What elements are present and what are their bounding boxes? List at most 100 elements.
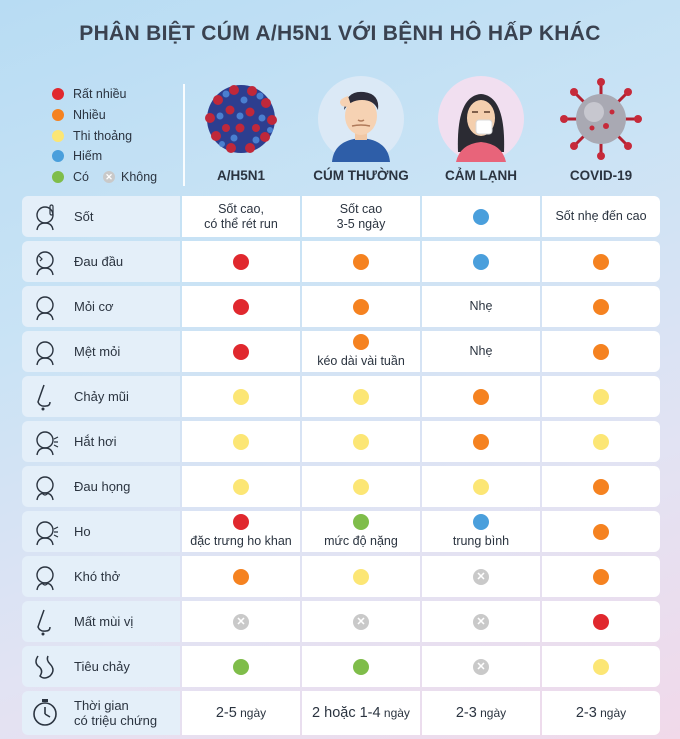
stopwatch-icon — [30, 698, 60, 728]
table-cell — [422, 376, 540, 417]
table-cell: 2-3 ngày — [542, 691, 660, 735]
duration-value: 2-3 ngày — [455, 704, 507, 721]
table-cell — [542, 646, 660, 687]
red-dot-icon — [233, 343, 249, 360]
row-label: Đau đầu — [22, 241, 180, 282]
column-label: A/H5N1 — [216, 168, 265, 183]
cell-text: 3-5 ngày — [336, 216, 386, 231]
legend-label: Không — [120, 170, 158, 185]
row-label-text: Mỏi cơ — [74, 299, 114, 314]
table-cell — [542, 376, 660, 417]
row-label-text: Chảy mũi — [74, 389, 129, 404]
yellow-dot-icon — [52, 129, 64, 142]
table-cell — [302, 646, 420, 687]
yellow-dot-icon — [593, 433, 609, 450]
yellow-dot-icon — [473, 478, 489, 495]
table-cell: đặc trưng ho khan — [182, 511, 300, 552]
table-cell — [422, 421, 540, 462]
x-circle-icon: ✕ — [353, 613, 369, 630]
orange-dot-icon — [593, 343, 609, 360]
row-label-text: Đau họng — [74, 479, 130, 494]
cell-text: có thể rét run — [204, 216, 278, 231]
table-cell — [182, 556, 300, 597]
legend-item-blue: Hiếm — [52, 146, 157, 167]
table-cell: ✕ — [302, 601, 420, 642]
red-dot-icon — [233, 514, 249, 530]
blue-dot-icon — [473, 514, 489, 530]
row-label: Ho — [22, 511, 180, 552]
duration-unit: ngày — [236, 705, 267, 720]
table-cell — [302, 376, 420, 417]
table-cell — [542, 421, 660, 462]
table-cell — [182, 331, 300, 372]
row-label-text: Sốt — [74, 209, 94, 224]
red-dot-icon — [593, 613, 609, 630]
table-cell: Sốt cao 3-5 ngày — [302, 196, 420, 237]
row-label-text: Hắt hơi — [74, 434, 117, 449]
sore-throat-icon — [30, 472, 60, 502]
row-label-line: Chảy mũi — [74, 389, 129, 404]
table-cell: Sốt cao, có thể rét run — [182, 196, 300, 237]
table-cell — [542, 556, 660, 597]
legend-item-yellow: Thi thoảng — [52, 125, 157, 146]
orange-dot-icon — [593, 568, 609, 585]
table-cell — [542, 286, 660, 327]
orange-dot-icon — [593, 253, 609, 270]
legend-label: Có — [73, 170, 89, 185]
table-cell: ✕ — [422, 601, 540, 642]
row-label-text: Mệt mỏi — [74, 344, 120, 359]
cell-text: Nhẹ — [469, 344, 493, 358]
table-cell: 2 hoặc 1-4 ngày — [302, 691, 420, 735]
cell-text: Sốt cao, — [218, 201, 264, 216]
row-label-line: Sốt — [74, 209, 94, 224]
column-header-covid: COVID-19 — [542, 76, 660, 183]
duration-number: 2-3 — [575, 704, 597, 721]
column-header-flu: CÚM THƯỜNG — [302, 76, 420, 183]
row-label-text: Ho — [74, 524, 91, 539]
table-cell — [422, 241, 540, 282]
row-label-text: Đau đầu — [74, 254, 123, 269]
x-circle-icon: ✕ — [473, 658, 489, 675]
orange-dot-icon — [353, 334, 369, 350]
table-cell — [542, 601, 660, 642]
duration-unit: ngày — [476, 705, 507, 720]
blue-dot-icon — [52, 150, 64, 163]
fever-icon — [30, 202, 60, 232]
legend-label: Nhiều — [73, 108, 106, 123]
headache-icon — [30, 247, 60, 277]
row-label-text: Khó thở — [74, 569, 120, 584]
legend-label: Thi thoảng — [73, 128, 133, 143]
breathless-icon — [30, 562, 60, 592]
table-cell: ✕ — [182, 601, 300, 642]
cell-text: đặc trưng ho khan — [190, 534, 292, 548]
row-label-line: Mất mùi vị — [74, 614, 134, 629]
sneeze-icon — [30, 427, 60, 457]
cell-text: Sốt cao — [339, 201, 383, 216]
yellow-dot-icon — [353, 433, 369, 450]
duration-unit: ngày — [380, 705, 410, 720]
table-cell: 2-3 ngày — [422, 691, 540, 735]
row-label: Đau họng — [22, 466, 180, 507]
table-cell: Sốt nhẹ đến cao — [542, 196, 660, 237]
yellow-dot-icon — [233, 388, 249, 405]
cell-text: Nhẹ — [469, 299, 493, 313]
row-label: Sốt — [22, 196, 180, 237]
row-label-text: Tiêu chảy — [74, 659, 130, 674]
table-cell — [182, 421, 300, 462]
divider — [183, 84, 185, 186]
table-cell — [422, 196, 540, 237]
orange-dot-icon — [473, 433, 489, 450]
yellow-dot-icon — [233, 433, 249, 450]
cell-text: Sốt nhẹ đến cao — [555, 209, 647, 223]
red-dot-icon — [52, 88, 64, 101]
red-dot-icon — [233, 298, 249, 315]
row-label: Khó thở — [22, 556, 180, 597]
row-label: Mỏi cơ — [22, 286, 180, 327]
row-label-line: Đau họng — [74, 479, 131, 494]
x-circle-icon: ✕ — [233, 613, 249, 630]
row-label: Tiêu chảy — [22, 646, 180, 687]
duration-number: 2-3 — [455, 704, 477, 721]
duration-number: 2 hoặc 1-4 — [312, 704, 381, 721]
fatigue-icon — [30, 337, 60, 367]
duration-value: 2 hoặc 1-4 ngày — [312, 704, 410, 721]
